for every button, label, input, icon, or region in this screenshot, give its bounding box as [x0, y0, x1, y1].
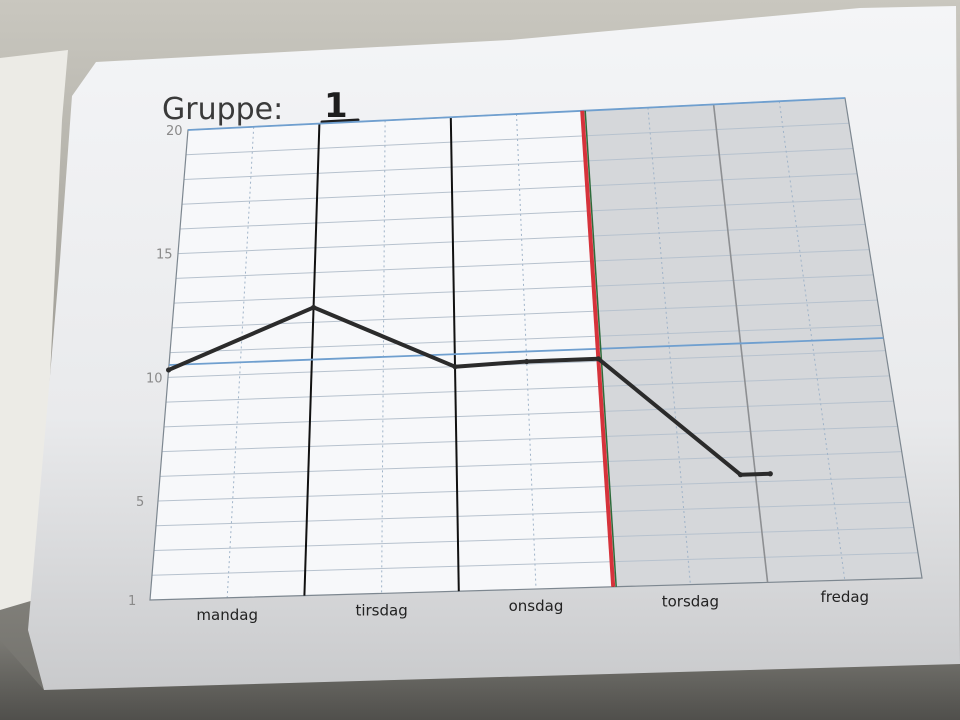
paper-shadow — [0, 640, 960, 720]
plot-area: 20 15 10 5 1 mandag tirsdag onsdag torsdag fredag — [128, 97, 923, 624]
grid-line-vertical-minor — [516, 113, 537, 590]
y-tick-label: 15 — [156, 248, 173, 263]
y-tick-label: 5 — [136, 495, 144, 510]
paper-sheet-left — [0, 50, 68, 610]
y-tick-label: 1 — [128, 594, 136, 609]
data-point — [767, 471, 773, 477]
chart-title-label: Gruppe: — [162, 92, 283, 127]
x-category-label: mandag — [196, 606, 258, 624]
data-point — [166, 367, 172, 373]
chart-title-number: 1 — [324, 86, 348, 126]
today-marker-edge — [584, 110, 617, 587]
data-point — [310, 304, 317, 311]
data-point — [524, 358, 530, 365]
reference-line — [168, 337, 884, 366]
title-number-underline — [320, 118, 360, 124]
data-point — [595, 356, 601, 362]
y-tick-label: 10 — [146, 371, 163, 386]
data-point — [452, 364, 458, 370]
x-category-label: torsdag — [662, 593, 719, 611]
y-tick-label: 20 — [166, 124, 183, 139]
x-category-label: onsdag — [509, 597, 564, 615]
reference-line — [187, 97, 846, 131]
x-category-label: fredag — [821, 588, 870, 606]
today-marker-line — [580, 110, 616, 587]
data-point — [737, 472, 744, 478]
x-category-label: tirsdag — [355, 601, 407, 619]
